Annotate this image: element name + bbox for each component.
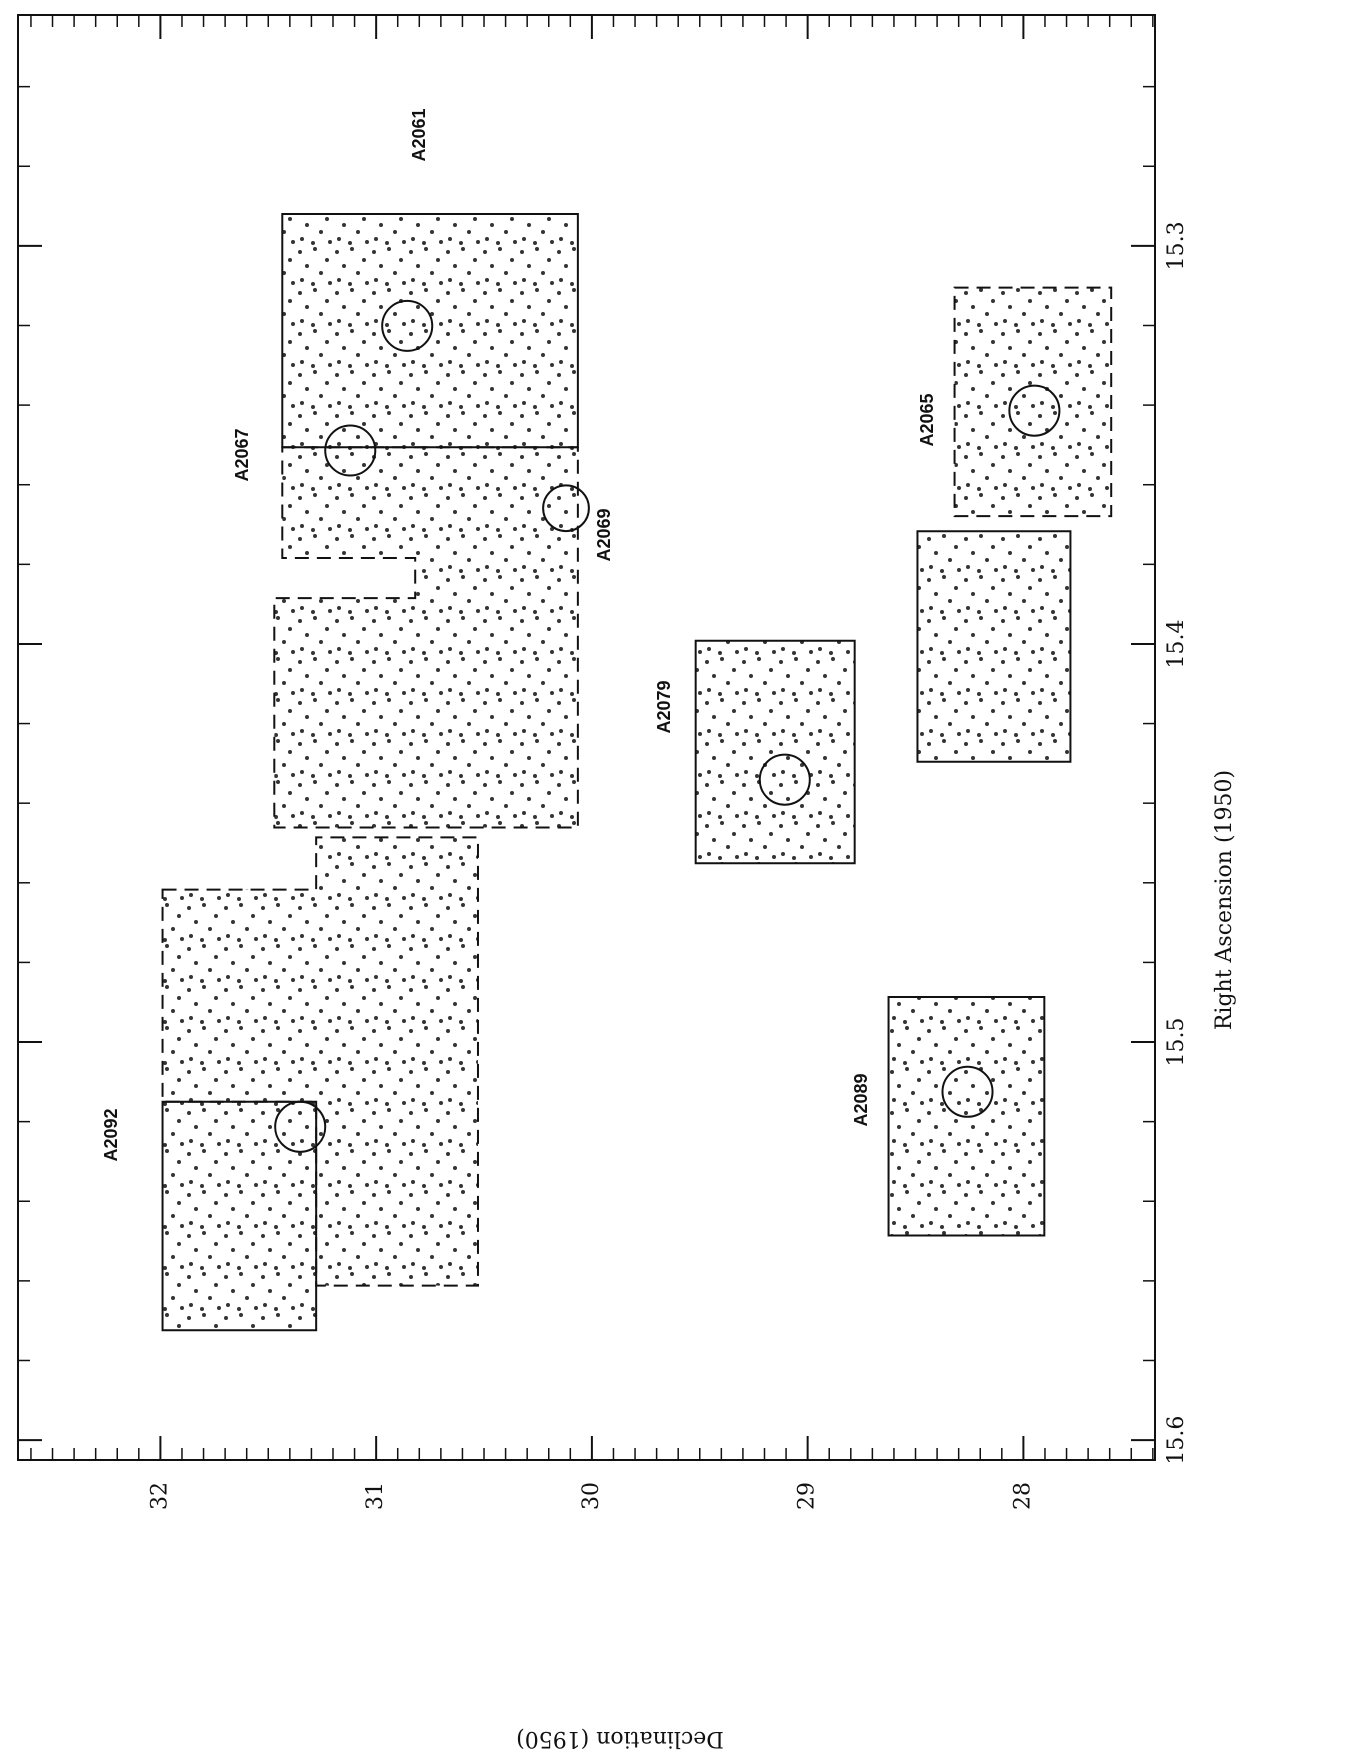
field-region bbox=[162, 1101, 317, 1331]
field-region bbox=[917, 531, 1071, 762]
y-axis-title: Right Ascension (1950) bbox=[1212, 770, 1237, 1030]
y-tick-label: 15.5 bbox=[1164, 1018, 1189, 1067]
x-axis-title: Declination (1950) bbox=[516, 1726, 724, 1751]
cluster-core bbox=[324, 424, 377, 477]
field-region bbox=[162, 837, 478, 1286]
cluster-label: A2065 bbox=[917, 393, 937, 446]
y-tick-label: 15.3 bbox=[1164, 221, 1189, 270]
plot-frame bbox=[17, 14, 1156, 1461]
cluster-label: A2089 bbox=[851, 1073, 871, 1126]
field-region bbox=[954, 287, 1112, 517]
field-region bbox=[695, 640, 855, 864]
cluster-core bbox=[1008, 384, 1061, 437]
field-region bbox=[282, 214, 578, 448]
cluster-core bbox=[758, 753, 811, 806]
field-outline bbox=[694, 639, 856, 865]
cluster-label: A2067 bbox=[232, 428, 252, 481]
cluster-label: A2092 bbox=[101, 1108, 121, 1161]
y-tick-label: 15.4 bbox=[1164, 619, 1189, 668]
x-tick-label: 28 bbox=[1010, 1482, 1035, 1510]
cluster-core bbox=[941, 1065, 994, 1118]
x-tick-label: 29 bbox=[795, 1482, 820, 1510]
cluster-core bbox=[381, 299, 434, 352]
cluster-core bbox=[274, 1100, 327, 1153]
y-tick-label: 15.6 bbox=[1164, 1416, 1189, 1465]
field-outline bbox=[887, 996, 1046, 1237]
field-region bbox=[274, 447, 578, 828]
x-tick-label: 32 bbox=[147, 1482, 172, 1510]
field-outline bbox=[161, 1100, 318, 1332]
x-tick-label: 30 bbox=[579, 1482, 604, 1510]
x-tick-label: 31 bbox=[363, 1482, 388, 1510]
cluster-core bbox=[542, 484, 590, 533]
cluster-label: A2061 bbox=[409, 108, 429, 161]
field-outline bbox=[953, 286, 1113, 518]
cluster-label: A2079 bbox=[654, 680, 674, 733]
field-outline bbox=[273, 446, 579, 829]
field-outline bbox=[916, 530, 1072, 763]
cluster-label: A2069 bbox=[594, 508, 614, 561]
